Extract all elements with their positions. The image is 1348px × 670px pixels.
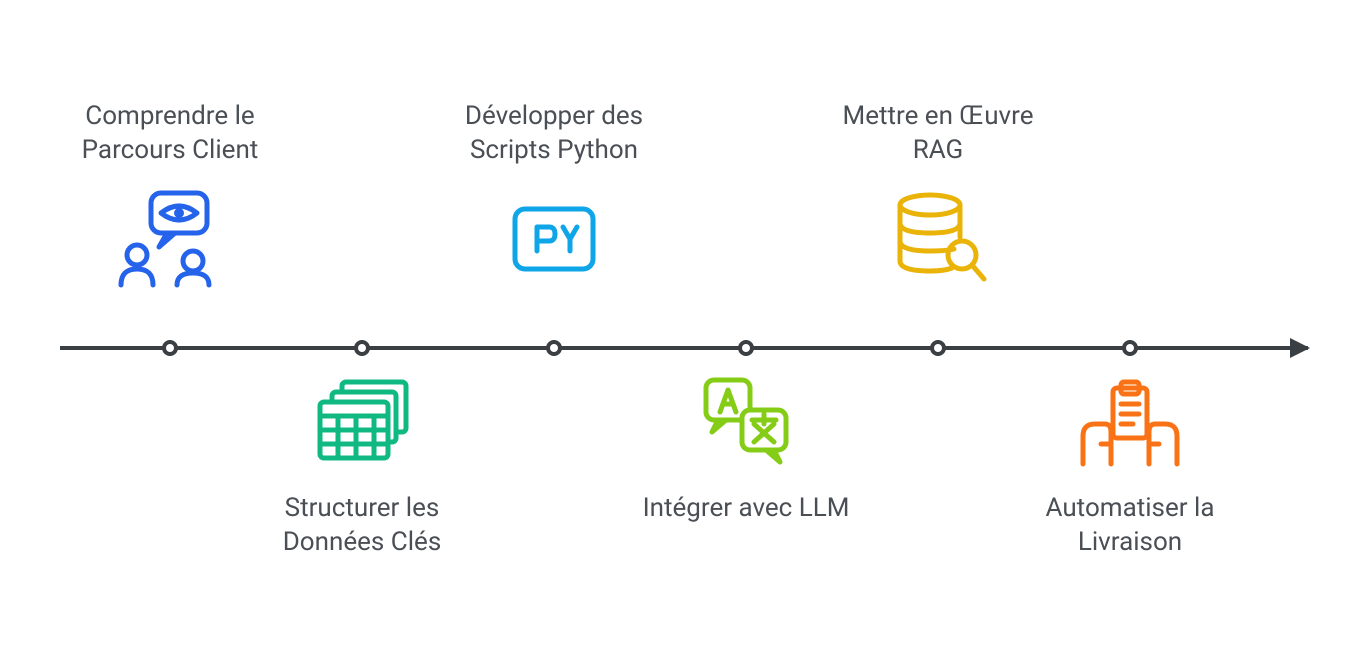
timeline-node — [354, 340, 370, 356]
timeline-node — [546, 340, 562, 356]
axis-arrowhead — [1290, 338, 1310, 358]
table-data-icon — [242, 366, 482, 476]
step-integrer-llm: Intégrer avec LLM — [626, 340, 866, 526]
step-label: Mettre en Œuvre RAG — [818, 100, 1058, 168]
step-scripts-python: Développer des Scripts Python — [434, 100, 674, 310]
timeline-node — [930, 340, 946, 356]
timeline-node — [738, 340, 754, 356]
step-automatiser-livraison: Automatiser la Livraison — [1010, 340, 1250, 560]
python-script-icon — [434, 184, 674, 294]
user-journey-icon — [50, 184, 290, 294]
step-structurer-donnees: Structurer les Données Clés — [242, 340, 482, 560]
step-label: Développer des Scripts Python — [434, 100, 674, 168]
step-comprendre-parcours: Comprendre le Parcours Client — [50, 100, 290, 310]
step-label: Structurer les Données Clés — [242, 492, 482, 560]
llm-translate-icon — [626, 366, 866, 476]
step-label: Comprendre le Parcours Client — [50, 100, 290, 168]
timeline-node — [162, 340, 178, 356]
step-label: Intégrer avec LLM — [626, 492, 866, 526]
database-search-icon — [818, 184, 1058, 294]
delivery-hands-icon — [1010, 366, 1250, 476]
timeline-diagram: Comprendre le Parcours Client — [0, 0, 1348, 670]
step-rag: Mettre en Œuvre RAG — [818, 100, 1058, 310]
step-label: Automatiser la Livraison — [1010, 492, 1250, 560]
timeline-node — [1122, 340, 1138, 356]
